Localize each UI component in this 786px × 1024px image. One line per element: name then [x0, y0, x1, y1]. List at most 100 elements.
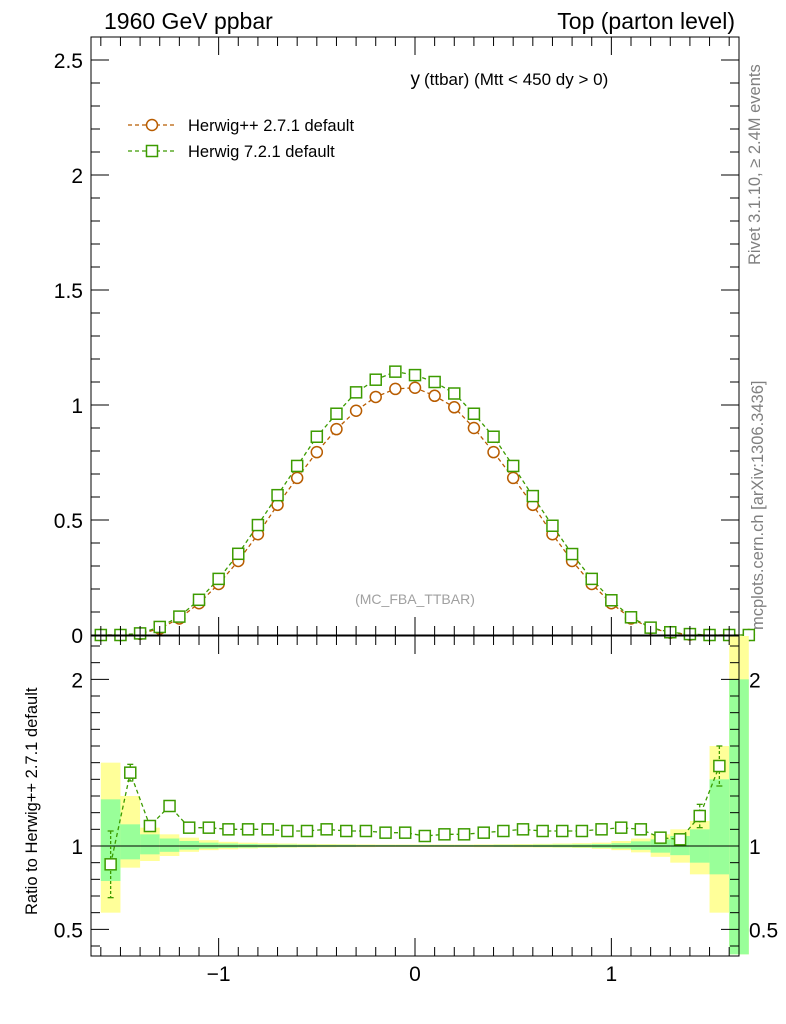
point-herwigpp	[349, 404, 363, 417]
band-green	[120, 824, 141, 860]
ratio-ytick-label: 0.5	[54, 919, 83, 942]
ratio-point-herwig7	[516, 823, 530, 836]
ratio-xtick-label: 0	[409, 963, 421, 986]
ratio-xtick-label: 1	[606, 963, 618, 986]
ratio-point-herwig7	[379, 826, 392, 839]
ratio-ticks: 0.5 0.5 1 1 2 2 −1 0 1	[54, 636, 778, 986]
point-herwig7	[389, 365, 402, 378]
ratio-point-herwig7	[713, 759, 726, 773]
ratio-panel: 0.5 0.5 1 1 2 2 −1 0 1 Ratio to Herwig++ 2.7.1 d…	[23, 635, 778, 986]
legend-label-herwig7: Herwig 7.2.1 default	[188, 143, 335, 161]
ratio-ylabel: Ratio to Herwig++ 2.7.1 default	[23, 687, 41, 915]
main-ticks: 0 0.5 1 1.5 2 2.5	[54, 37, 739, 648]
ratio-ytick-label: 2	[71, 669, 83, 692]
point-herwig7	[448, 387, 461, 400]
ratio-point-herwig7	[261, 823, 274, 836]
point-herwig7	[173, 610, 186, 623]
series-line-herwigpp	[100, 387, 749, 636]
ratio-point-herwig7	[163, 799, 176, 813]
ratio-ytick-label-right: 0.5	[749, 919, 778, 942]
legend-label-herwigpp: Herwig++ 2.7.1 default	[188, 117, 354, 135]
main-ytick-label: 0.5	[54, 510, 83, 533]
point-herwig7	[290, 459, 304, 473]
point-herwigpp	[290, 471, 304, 485]
ratio-point-herwig7	[340, 824, 353, 838]
ratio-point-herwig7	[614, 821, 628, 834]
ratio-ytick-label: 1	[71, 836, 83, 859]
band-green	[159, 838, 180, 852]
point-herwigpp	[389, 382, 402, 396]
point-herwig7	[232, 547, 245, 561]
legend-entry-herwigpp: Herwig++ 2.7.1 default	[128, 117, 354, 135]
ratio-marks	[104, 745, 726, 899]
point-herwig7	[428, 375, 441, 389]
point-herwig7	[605, 594, 618, 607]
point-herwig7	[251, 518, 265, 532]
band-green	[140, 834, 160, 855]
legend-entry-herwig7: Herwig 7.2.1 default	[128, 143, 335, 161]
ratio-point-herwig7	[536, 824, 549, 838]
ratio-point-herwig7	[398, 826, 412, 839]
main-marks	[94, 365, 756, 642]
ratio-point-herwig7	[693, 809, 706, 823]
ratio-point-herwig7	[595, 823, 608, 836]
ratio-point-herwig7	[556, 824, 569, 838]
ratio-xtick-label: −1	[207, 963, 231, 986]
ratio-frame	[90, 635, 740, 957]
point-herwig7	[487, 430, 500, 443]
point-herwig7	[192, 593, 206, 607]
ratio-point-herwig7	[300, 824, 314, 838]
ratio-point-herwig7	[320, 823, 333, 836]
rivet-label: Rivet 3.1.10, ≥ 2.4M events	[746, 64, 764, 265]
point-herwig7	[546, 519, 559, 532]
ratio-point-herwig7	[654, 831, 667, 844]
ratio-point-herwig7	[497, 824, 510, 838]
ratio-point-herwig7	[202, 821, 216, 834]
point-herwigpp	[487, 445, 500, 459]
point-herwig7	[369, 373, 382, 386]
ratio-ytick-label-right: 2	[749, 669, 761, 692]
mcplots-label: mcplots.cern.ch [arXiv:1306.3436]	[749, 381, 767, 630]
title-rest: (ttbar) (Mtt < 450 dy > 0)	[424, 70, 608, 89]
band-green	[709, 779, 730, 875]
point-herwig7	[330, 407, 343, 420]
watermark: (MC_FBA_TTBAR)	[355, 591, 475, 607]
point-herwigpp	[369, 390, 382, 404]
main-ytick-label: 2.5	[54, 50, 83, 73]
main-panel: 0 0.5 1 1.5 2 2.5 y (ttbar) (Mtt < 450 dy > 0…	[54, 36, 756, 648]
point-herwig7	[349, 386, 363, 399]
point-herwig7	[271, 488, 284, 502]
ratio-point-herwig7	[418, 829, 432, 843]
band-green	[179, 841, 199, 850]
point-herwigpp	[408, 381, 422, 394]
ratio-bands	[100, 636, 749, 955]
ratio-point-herwig7	[438, 828, 451, 841]
main-ytick-label: 1.5	[54, 280, 83, 303]
legend-marker-herwig7	[145, 144, 159, 158]
main-ytick-label: 0	[71, 625, 83, 648]
point-herwig7	[585, 572, 598, 586]
point-herwig7	[408, 368, 422, 382]
point-herwig7	[624, 611, 638, 624]
point-herwig7	[506, 459, 520, 473]
ratio-point-herwig7	[182, 821, 196, 834]
ratio-point-herwig7	[104, 858, 117, 871]
header-right: Top (parton level)	[557, 8, 735, 34]
point-herwigpp	[506, 471, 520, 485]
ratio-point-herwig7	[634, 823, 648, 836]
ratio-point-herwig7	[477, 826, 490, 839]
ratio-point-herwig7	[359, 824, 373, 838]
ratio-point-herwig7	[143, 819, 157, 833]
point-herwigpp	[448, 401, 461, 414]
legend: Herwig++ 2.7.1 default Herwig 7.2.1 defa…	[128, 117, 354, 161]
ratio-ytick-label-right: 1	[749, 836, 761, 859]
ratio-point-herwig7	[575, 824, 589, 838]
main-ytick-label: 2	[71, 165, 83, 188]
title-main: y	[411, 69, 421, 90]
ratio-point-herwig7	[241, 823, 255, 836]
ratio-point-herwig7	[673, 833, 687, 846]
point-herwigpp	[310, 445, 324, 459]
ratio-point-herwig7	[124, 766, 137, 779]
point-herwigpp	[467, 421, 481, 435]
